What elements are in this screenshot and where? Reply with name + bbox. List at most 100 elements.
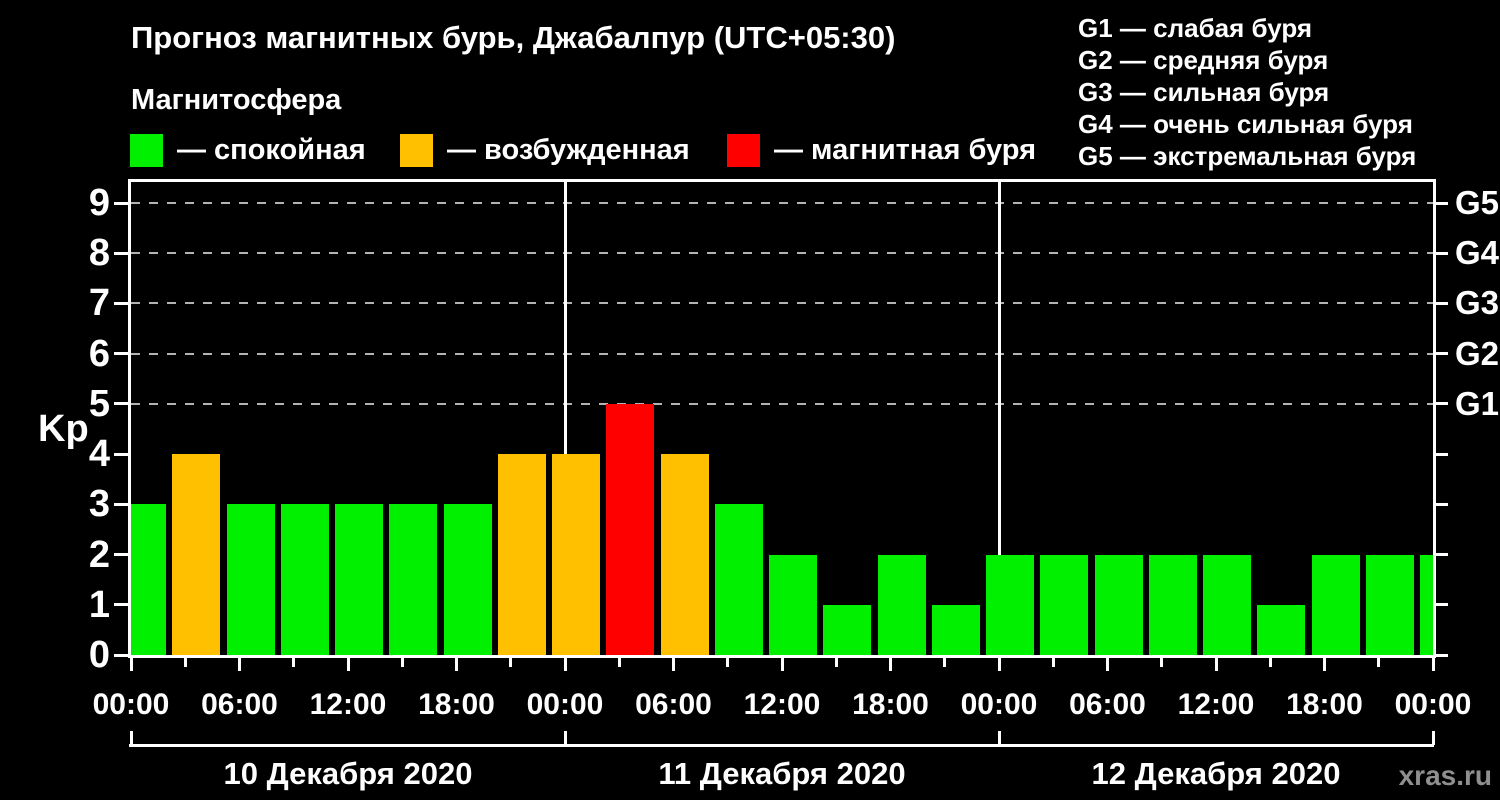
kp-bar — [1203, 554, 1251, 655]
x-time-label: 18:00 — [1286, 688, 1363, 721]
y-tick-left — [114, 502, 128, 506]
kp-bar — [1040, 554, 1089, 655]
x-time-label: 00:00 — [960, 688, 1038, 721]
x-tick — [563, 656, 567, 671]
x-tick — [1160, 656, 1164, 667]
kp-bar — [1420, 554, 1433, 655]
y-tick-right — [1434, 553, 1448, 557]
day-divider — [997, 182, 1001, 655]
y-tick-right — [1434, 502, 1448, 506]
x-tick — [1323, 656, 1326, 671]
y-tick-right — [1434, 653, 1448, 657]
page-title: Прогноз магнитных бурь, Джабалпур (UTC+0… — [131, 20, 896, 55]
y-tick-label: 1 — [88, 583, 110, 626]
storm-color-swatch — [727, 134, 760, 167]
kp-bar — [226, 504, 275, 655]
x-time-label: 12:00 — [309, 688, 387, 721]
y-tick-label: 9 — [88, 182, 110, 224]
kp-axis-label: Kp — [38, 408, 89, 450]
g-axis-label-g5: G5 — [1455, 184, 1500, 221]
kp-bar — [389, 504, 438, 655]
kp-bar — [1094, 554, 1143, 655]
x-tick — [346, 656, 350, 671]
g-axis-label-g2: G2 — [1455, 334, 1500, 372]
x-tick — [672, 656, 675, 671]
x-tick — [889, 656, 892, 671]
x-tick — [1051, 656, 1055, 667]
date-label: 11 Декабря 2020 — [658, 756, 906, 791]
x-tick — [455, 656, 458, 671]
x-tick — [238, 656, 241, 671]
kp-bar — [172, 454, 221, 655]
g1-legend-line: G1 — слабая буря — [1078, 13, 1313, 43]
x-tick — [834, 656, 838, 667]
x-time-label: 12:00 — [743, 688, 821, 721]
y-tick-left — [114, 653, 128, 657]
legend-label-active: — возбужденная — [447, 134, 690, 166]
x-tick — [943, 656, 947, 667]
x-tick — [1268, 656, 1272, 667]
kp-bar — [986, 554, 1034, 655]
x-time-label: 06:00 — [635, 688, 712, 721]
x-tick — [726, 656, 730, 667]
kp-bar — [823, 604, 872, 655]
y-tick-right — [1434, 352, 1448, 356]
legend-label-quiet: — спокойная — [177, 134, 366, 166]
magnetosphere-subtitle: Магнитосфера — [131, 84, 342, 116]
y-tick-right — [1434, 201, 1448, 205]
g-axis-label-g1: G1 — [1455, 384, 1500, 422]
x-time-label: 06:00 — [201, 688, 278, 721]
y-tick-label: 0 — [88, 634, 110, 676]
grid-line-kp6 — [131, 352, 1433, 355]
y-tick-label: 7 — [88, 282, 110, 325]
date-ruler-tick — [997, 731, 1001, 745]
x-time-label: 12:00 — [1177, 688, 1255, 721]
kp-bar — [1365, 554, 1414, 655]
x-time-label: 06:00 — [1069, 688, 1146, 721]
x-time-label: 00:00 — [526, 688, 604, 721]
x-time-label: 18:00 — [852, 688, 929, 721]
kp-bar — [552, 454, 600, 655]
y-tick-label: 6 — [88, 332, 110, 375]
kp-bar — [131, 504, 166, 655]
kp-bar — [280, 504, 329, 655]
legend-item-storm: — магнитная буря — [727, 134, 1036, 167]
x-tick — [292, 656, 296, 667]
x-time-label: 18:00 — [418, 688, 495, 721]
g-axis-label-g4: G4 — [1455, 234, 1500, 272]
grid-line-kp8 — [131, 252, 1433, 255]
g2-legend-line: G2 — средняя буря — [1078, 45, 1329, 75]
y-tick-label: 8 — [88, 232, 110, 275]
date-label: 10 Декабря 2020 — [223, 756, 473, 791]
y-tick-right — [1434, 603, 1448, 607]
g3-legend-line: G3 — сильная буря — [1078, 77, 1330, 107]
quiet-color-swatch — [130, 134, 163, 167]
kp-bar — [335, 504, 383, 655]
y-tick-left — [114, 201, 128, 205]
y-tick-right — [1434, 301, 1448, 305]
kp-bar — [714, 504, 763, 655]
y-tick-left — [114, 553, 128, 557]
grid-line-kp5 — [131, 402, 1433, 405]
x-tick — [400, 656, 404, 667]
y-tick-left — [114, 301, 128, 305]
kp-bar — [1257, 604, 1306, 655]
kp-bar — [606, 403, 655, 655]
y-tick-left — [114, 603, 128, 607]
watermark-xras: xras.ru — [1398, 760, 1492, 791]
grid-line-kp9 — [131, 202, 1433, 204]
x-tick — [1106, 656, 1109, 671]
kp-bar — [1311, 554, 1360, 655]
g-axis-label-g3: G3 — [1455, 284, 1500, 322]
x-tick — [997, 656, 1001, 671]
y-tick-right — [1434, 402, 1448, 406]
legend-item-quiet: — спокойная — [130, 134, 366, 167]
y-tick-label: 3 — [88, 483, 110, 526]
y-tick-right — [1434, 251, 1448, 255]
date-ruler-tick — [1431, 731, 1435, 745]
g-scale-legend: G1 — слабая буря G2 — средняя буря G3 — … — [1078, 12, 1416, 172]
legend-label-storm: — магнитная буря — [774, 134, 1037, 166]
y-tick-left — [114, 402, 128, 406]
y-tick-left — [114, 251, 128, 255]
